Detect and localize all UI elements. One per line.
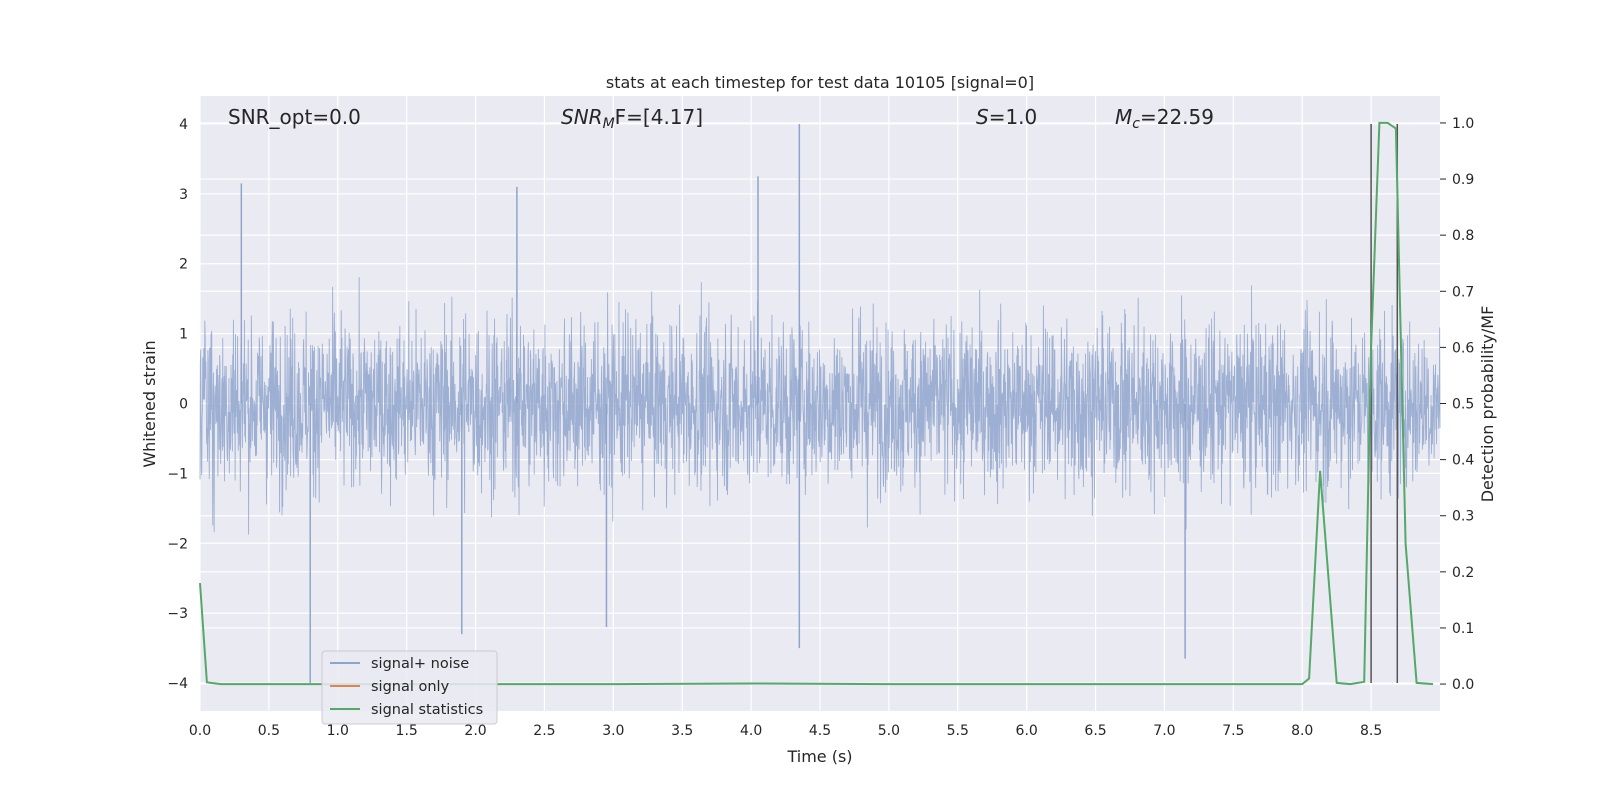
s-annotation: S=1.0 — [976, 105, 1037, 129]
y-tick-label: −2 — [167, 536, 188, 552]
snr-mf-rest: F=[4.17] — [615, 105, 703, 129]
y-tick-label: 0 — [179, 397, 188, 413]
y2-tick-label: 0.4 — [1452, 453, 1474, 469]
y-tick-label: 4 — [179, 117, 188, 133]
y2-axis-label: Detection probability/MF — [1478, 306, 1497, 503]
y2-tick-label: 1.0 — [1452, 116, 1474, 132]
s-main: S — [976, 105, 989, 129]
y-tick-label: −3 — [167, 606, 188, 622]
y-tick-label: 1 — [179, 327, 188, 343]
y2-tick-label: 0.9 — [1452, 172, 1474, 188]
y-tick-label: 3 — [179, 187, 188, 203]
y2-tick-label: 0.5 — [1452, 397, 1474, 413]
mc-annotation: Mc=22.59 — [1115, 105, 1214, 132]
x-tick-label: 2.0 — [464, 723, 486, 739]
signal-noise-line — [199, 277, 1441, 535]
y-tick-label: −1 — [167, 466, 188, 482]
x-tick-label: 3.0 — [602, 723, 624, 739]
x-tick-labels: 0.0 0.5 1.0 1.5 2.0 2.5 3.0 3.5 4.0 4.5 5.0 5.5 6.0 6… — [189, 723, 1382, 739]
x-tick-label: 5.5 — [947, 723, 969, 739]
x-tick-label: 3.5 — [671, 723, 693, 739]
mc-rest: =22.59 — [1140, 105, 1214, 129]
s-rest: =1.0 — [989, 105, 1038, 129]
x-tick-label: 1.0 — [327, 723, 349, 739]
y2-tick-label: 0.7 — [1452, 284, 1474, 300]
snr-opt-annotation: SNR_opt=0.0 — [228, 105, 361, 129]
x-tick-label: 0.5 — [258, 723, 280, 739]
x-tick-label: 1.5 — [396, 723, 418, 739]
mc-sub: c — [1132, 116, 1140, 132]
legend-label-statistics: signal statistics — [371, 702, 483, 718]
y-tick-label: −4 — [167, 676, 188, 692]
x-axis-label: Time (s) — [786, 747, 852, 766]
y2-tick-label: 0.1 — [1452, 621, 1474, 637]
x-tick-label: 6.0 — [1016, 723, 1038, 739]
x-tick-label: 4.5 — [809, 723, 831, 739]
snr-mf-annotation: SNRMF=[4.17] — [561, 105, 703, 132]
y2-tick-label: 0.3 — [1452, 509, 1474, 525]
mc-main: M — [1115, 105, 1132, 129]
legend-box — [321, 650, 498, 725]
x-tick-label: 5.0 — [878, 723, 900, 739]
legend: signal+ noise signal only signal statist… — [321, 650, 498, 725]
x-tick-label: 4.0 — [740, 723, 762, 739]
y-tick-label: 2 — [179, 257, 188, 273]
x-tick-label: 8.5 — [1360, 723, 1382, 739]
x-tick-label: 8.0 — [1291, 723, 1313, 739]
y2-tick-label: 0.0 — [1452, 677, 1474, 693]
chart-title: stats at each timestep for test data 101… — [606, 73, 1034, 92]
y2-tick-label: 0.6 — [1452, 340, 1474, 356]
signal-noise-series — [199, 123, 1441, 684]
legend-label-signal: signal only — [371, 679, 450, 695]
y-tick-labels: 4 3 2 1 0 −1 −2 −3 −4 — [167, 117, 188, 692]
y2-tick-labels: 1.0 0.9 0.8 0.7 0.6 0.5 0.4 0.3 0.2 0.1 0.0 — [1440, 116, 1474, 693]
y-axis-label: Whitened strain — [140, 340, 159, 467]
x-tick-label: 6.5 — [1084, 723, 1106, 739]
x-tick-label: 2.5 — [533, 723, 555, 739]
x-tick-label: 7.0 — [1153, 723, 1175, 739]
snr-mf-sub: M — [603, 116, 615, 132]
x-tick-label: 7.5 — [1222, 723, 1244, 739]
x-tick-label: 0.0 — [189, 723, 211, 739]
snr-mf-main: SNR — [561, 105, 603, 129]
legend-label-noise: signal+ noise — [371, 656, 469, 672]
y2-tick-label: 0.8 — [1452, 228, 1474, 244]
y2-tick-label: 0.2 — [1452, 565, 1474, 581]
